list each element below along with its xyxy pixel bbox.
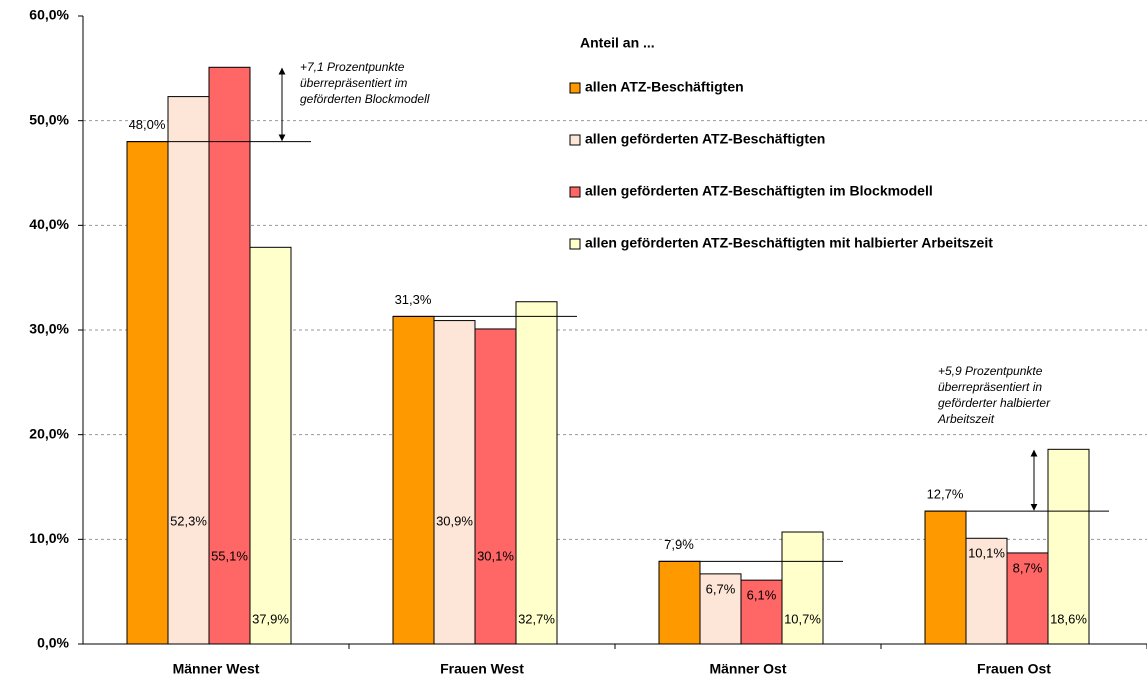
- data-label: 12,7%: [927, 487, 964, 502]
- data-label: 30,9%: [436, 513, 473, 528]
- annotation: Arbeitszeit: [937, 412, 995, 426]
- y-tick-label: 20,0%: [29, 425, 69, 441]
- data-label: 10,1%: [968, 546, 1005, 561]
- annotation: +7,1 Prozentpunkte: [300, 60, 405, 74]
- data-label: 55,1%: [211, 548, 248, 563]
- bar: [167, 96, 210, 645]
- annotation: geförderten Blockmodell: [300, 92, 430, 106]
- bar: [924, 510, 967, 645]
- bar: [474, 328, 517, 645]
- legend-swatch: [569, 134, 581, 146]
- bar: [126, 141, 169, 645]
- bar: [392, 315, 435, 645]
- data-label: 10,7%: [784, 611, 821, 626]
- legend-title: Anteil an ...: [580, 35, 655, 51]
- legend-label: allen ATZ-Beschäftigten: [585, 79, 744, 95]
- bar: [740, 579, 783, 645]
- data-label: 8,7%: [1013, 560, 1043, 575]
- legend-swatch: [569, 238, 581, 250]
- x-tick-label: Frauen West: [440, 661, 524, 677]
- annotation: +5,9 Prozentpunkte: [938, 364, 1043, 378]
- bar: [965, 537, 1008, 645]
- legend-label: allen geförderten ATZ-Beschäftigten: [585, 131, 825, 147]
- x-tick-label: Männer West: [173, 661, 260, 677]
- legend-label: allen geförderten ATZ-Beschäftigten mit …: [585, 235, 993, 251]
- bar: [249, 246, 292, 645]
- bar: [515, 301, 558, 645]
- y-tick-label: 0,0%: [37, 635, 69, 651]
- data-label: 31,3%: [395, 292, 432, 307]
- bar: [1047, 448, 1090, 645]
- data-label: 30,1%: [477, 548, 514, 563]
- data-label: 52,3%: [170, 513, 207, 528]
- annotation: geförderter halbierter: [938, 396, 1051, 410]
- bar: [1006, 552, 1049, 645]
- y-tick-label: 10,0%: [29, 530, 69, 546]
- data-label: 37,9%: [252, 611, 289, 626]
- y-tick-label: 60,0%: [29, 7, 69, 23]
- annotation: überrepräsentiert im: [300, 76, 407, 90]
- bar: [781, 531, 824, 645]
- data-label: 6,1%: [747, 588, 777, 603]
- bar: [658, 560, 701, 645]
- y-tick-label: 30,0%: [29, 321, 69, 337]
- data-label: 48,0%: [129, 117, 166, 132]
- data-label: 6,7%: [706, 581, 736, 596]
- data-label: 32,7%: [518, 611, 555, 626]
- data-label: 7,9%: [664, 537, 694, 552]
- legend-swatch: [569, 82, 581, 94]
- data-label: 18,6%: [1050, 611, 1087, 626]
- x-tick-label: Frauen Ost: [977, 661, 1051, 677]
- x-tick-label: Männer Ost: [709, 661, 786, 677]
- legend-label: allen geförderten ATZ-Beschäftigten im B…: [585, 183, 933, 199]
- legend-swatch: [569, 186, 581, 198]
- y-tick-label: 50,0%: [29, 111, 69, 127]
- y-tick-label: 40,0%: [29, 216, 69, 232]
- bar: [433, 320, 476, 645]
- annotation: überrepräsentiert in: [938, 380, 1042, 394]
